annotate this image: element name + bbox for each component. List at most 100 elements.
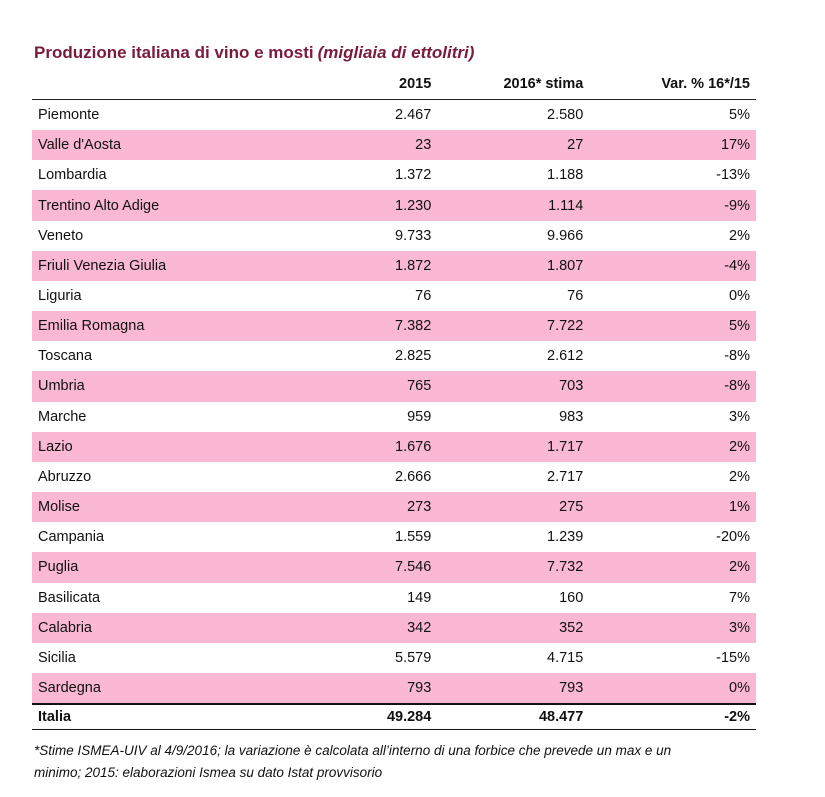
table-cell: 160 xyxy=(559,589,584,606)
table-cell: 5.579 xyxy=(395,649,432,666)
table-cell: Trentino Alto Adige xyxy=(32,190,344,221)
table-row: Molise 273 275 1% xyxy=(32,492,756,523)
table-cell: Valle d'Aosta xyxy=(32,130,344,161)
header-cell: 2015 xyxy=(344,68,438,100)
table-cell: Piemonte xyxy=(38,107,100,124)
total-cell: Italia xyxy=(32,703,344,731)
table-row: Basilicata 149 160 7% xyxy=(32,583,756,613)
table-row: Campania 1.559 1.239 -20% xyxy=(32,522,756,552)
table-cell: 4.715 xyxy=(547,649,584,666)
table-cell: 23 xyxy=(344,130,438,161)
table-cell: 0% xyxy=(729,288,750,305)
table-cell: 793 xyxy=(344,672,438,705)
table-cell: Calabria xyxy=(32,612,344,643)
table-cell: 1.807 xyxy=(437,250,590,281)
table-row: Emilia Romagna 7.382 7.722 5% xyxy=(32,311,756,342)
table-cell: 76 xyxy=(415,288,432,305)
header-row: 2015 2016* stima Var. % 16*/15 xyxy=(32,68,756,100)
table-cell: 342 xyxy=(344,612,438,643)
total-cell: 49.284 xyxy=(344,703,438,731)
table-cell: 7.732 xyxy=(437,552,590,583)
table-cell: 27 xyxy=(437,130,590,161)
table-cell: -9% xyxy=(589,190,756,221)
footnote-line: minimo; 2015: elaborazioni Ismea su dato… xyxy=(34,765,383,780)
table-cell: 1.372 xyxy=(395,167,432,184)
table-cell: -8% xyxy=(724,348,750,365)
table-row: Abruzzo 2.666 2.717 2% xyxy=(32,462,756,492)
table-cell: 1% xyxy=(589,492,756,523)
table-cell: 7.546 xyxy=(344,552,438,583)
table-cell: 1.559 xyxy=(395,529,432,546)
table-cell: -20% xyxy=(716,529,750,546)
table-cell: Marche xyxy=(38,408,87,425)
header-cell: 2016* stima xyxy=(437,68,590,100)
table-cell: -8% xyxy=(589,371,756,402)
total-cell: 48.477 xyxy=(437,703,590,731)
table-cell: Veneto xyxy=(38,227,84,244)
table-cell: 1.230 xyxy=(344,190,438,221)
table-row: Toscana 2.825 2.612 -8% xyxy=(32,341,756,371)
title-main: Produzione italiana di vino e mosti xyxy=(34,43,314,62)
table-row: Calabria 342 352 3% xyxy=(32,612,756,643)
table-cell: 352 xyxy=(437,612,590,643)
footnote-line: *Stime ISMEA-UIV al 4/9/2016; la variazi… xyxy=(34,743,672,758)
table-cell: 2.717 xyxy=(547,468,584,485)
table-row: Trentino Alto Adige 1.230 1.114 -9% xyxy=(32,190,756,221)
table-cell: 2.666 xyxy=(395,468,432,485)
table-cell: 2% xyxy=(589,431,756,462)
table-cell: Sicilia xyxy=(38,649,76,666)
table-row: Liguria 76 76 0% xyxy=(32,281,756,311)
table-row: Piemonte 2.467 2.580 5% xyxy=(32,100,756,131)
table-cell: 1.872 xyxy=(344,250,438,281)
total-row: Italia 49.284 48.477 -2% xyxy=(32,703,756,731)
table-cell: 1.717 xyxy=(437,431,590,462)
table-cell: 1.676 xyxy=(344,431,438,462)
table-row: Lombardia 1.372 1.188 -13% xyxy=(32,160,756,190)
table-cell: 2% xyxy=(729,468,750,485)
table-cell: 5% xyxy=(589,311,756,342)
table-cell: Campania xyxy=(38,529,105,546)
table-cell: -15% xyxy=(716,649,750,666)
table-cell: Friuli Venezia Giulia xyxy=(32,250,344,281)
header-cell: Var. % 16*/15 xyxy=(589,68,756,100)
table-cell: 2.825 xyxy=(395,348,432,365)
title-unit: (migliaia di ettolitri) xyxy=(317,43,475,62)
table-cell: 2% xyxy=(729,227,750,244)
table-cell: 5% xyxy=(729,107,750,124)
table-cell: 0% xyxy=(589,672,756,705)
table-cell: 793 xyxy=(437,672,590,705)
table-cell: Puglia xyxy=(32,552,344,583)
table-cell: 3% xyxy=(729,408,750,425)
title: Produzione italiana di vino e mosti (migl… xyxy=(34,43,474,63)
total-cell: -2% xyxy=(589,703,756,731)
table-cell: 1.114 xyxy=(437,190,590,221)
table-cell: 765 xyxy=(344,371,438,402)
table-cell: Umbria xyxy=(32,371,344,402)
table-cell: 7.722 xyxy=(437,311,590,342)
table-cell: Liguria xyxy=(38,288,82,305)
table-row: Veneto 9.733 9.966 2% xyxy=(32,221,756,251)
table-cell: Lazio xyxy=(32,431,344,462)
table-row: Marche 959 983 3% xyxy=(32,402,756,432)
table-row: Valle d'Aosta 23 27 17% xyxy=(32,130,756,161)
table-cell: -13% xyxy=(716,167,750,184)
table-cell: Toscana xyxy=(38,348,93,365)
data-table: 2015 2016* stima Var. % 16*/15 Piemonte 2.46… xyxy=(32,68,756,731)
table-cell: Molise xyxy=(32,492,344,523)
table-cell: Lombardia xyxy=(38,167,107,184)
table-cell: Sardegna xyxy=(32,672,344,705)
table-row: Puglia 7.546 7.732 2% xyxy=(32,552,756,583)
table-cell: 1.239 xyxy=(547,529,584,546)
table-cell: 7% xyxy=(729,589,750,606)
table-cell: 983 xyxy=(559,408,584,425)
table-cell: -4% xyxy=(589,250,756,281)
table-row: Sardegna 793 793 0% xyxy=(32,672,756,705)
table-cell: 9.966 xyxy=(547,227,584,244)
table-cell: 959 xyxy=(407,408,432,425)
table-cell: 7.382 xyxy=(344,311,438,342)
table-row: Umbria 765 703 -8% xyxy=(32,371,756,402)
table-cell: 2.467 xyxy=(395,107,432,124)
table-cell: 2% xyxy=(589,552,756,583)
header-cell xyxy=(32,68,344,100)
table-cell: 2.612 xyxy=(547,348,584,365)
